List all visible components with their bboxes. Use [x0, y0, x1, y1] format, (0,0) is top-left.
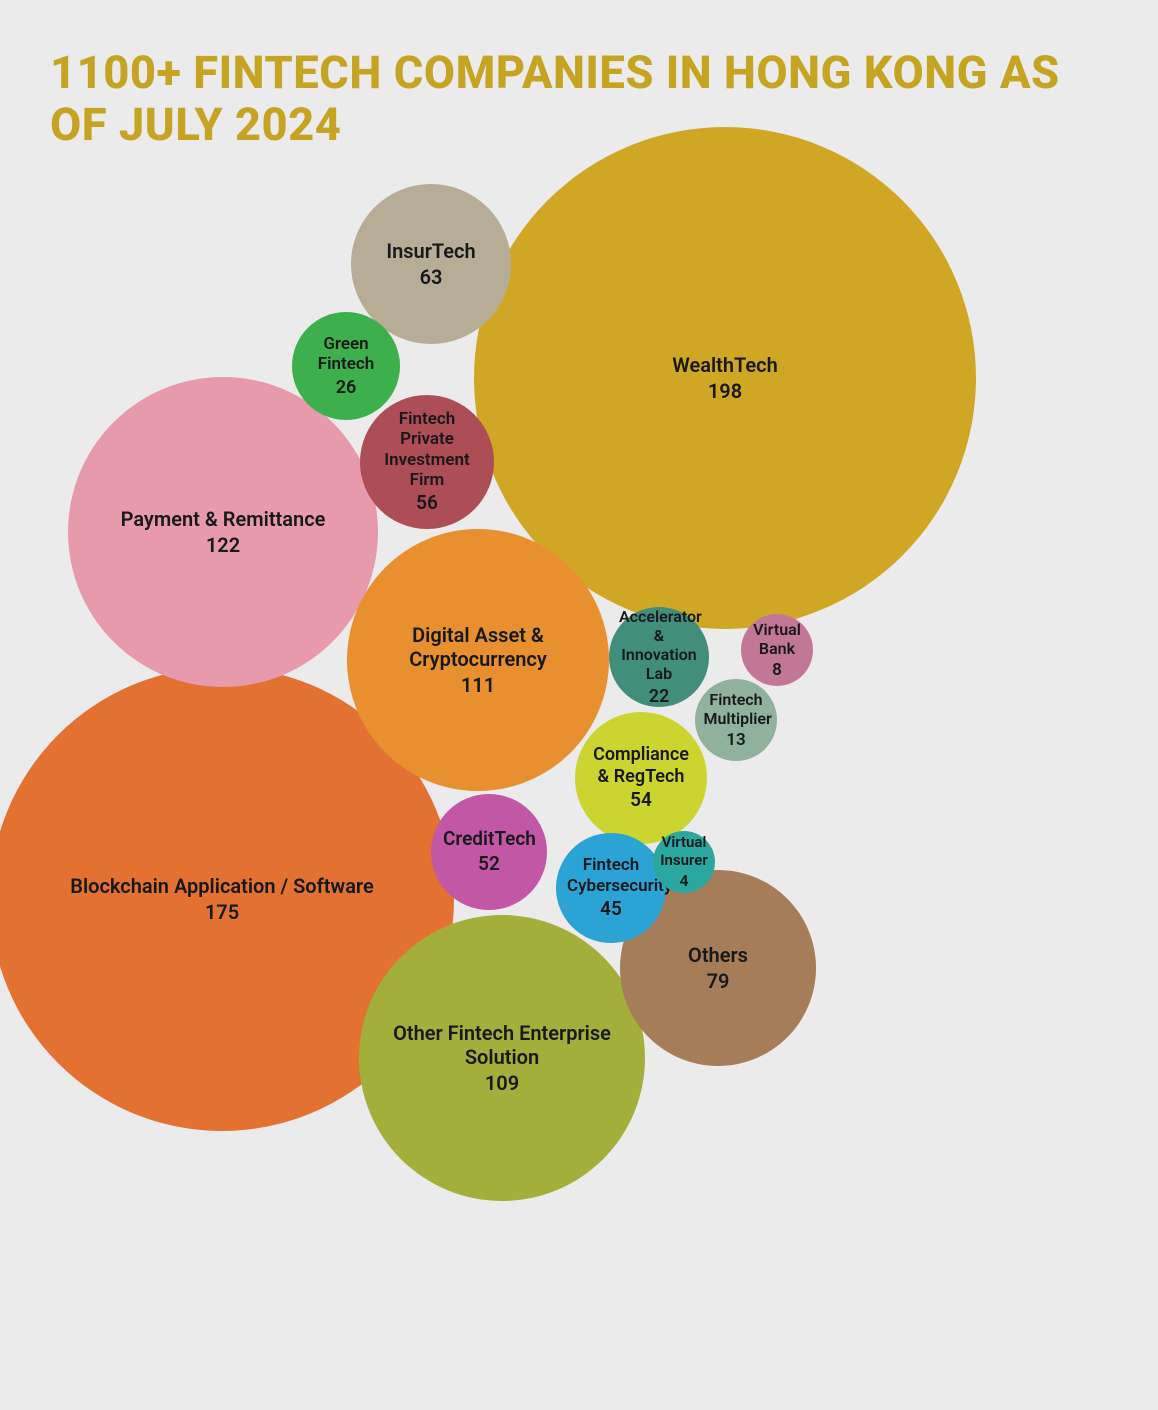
- bubble-label: Green Fintech: [297, 334, 395, 375]
- bubble-label: CreditTech: [437, 828, 541, 851]
- bubble-value: 109: [485, 1071, 519, 1095]
- bubble-label: Fintech Multiplier: [698, 690, 775, 728]
- bubble-label: Virtual Bank: [743, 620, 812, 658]
- bubble-value: 175: [205, 900, 239, 924]
- bubble-compliance: Compliance & RegTech54: [575, 712, 707, 844]
- bubble-value: 79: [707, 969, 730, 993]
- bubble-value: 26: [336, 377, 357, 399]
- bubble-label: Other Fintech Enterprise Solution: [382, 1021, 622, 1069]
- bubble-label: Others: [682, 943, 754, 967]
- bubble-value: 111: [461, 673, 495, 697]
- bubble-cybersecurity: Fintech Cybersecurity45: [556, 833, 666, 943]
- bubble-payment: Payment & Remittance122: [68, 377, 378, 687]
- bubble-green-fintech: Green Fintech26: [292, 312, 400, 420]
- bubble-value: 52: [478, 853, 500, 876]
- bubble-value: 8: [772, 660, 782, 680]
- bubble-label: Accelerator & Innovation Lab: [613, 607, 705, 684]
- bubble-credittech: CreditTech52: [431, 794, 547, 910]
- bubble-label: WealthTech: [666, 353, 784, 377]
- bubble-chart: WealthTech198 Blockchain Application / So…: [0, 0, 1158, 1410]
- bubble-value: 4: [679, 871, 688, 890]
- bubble-label: InsurTech: [380, 239, 481, 263]
- bubble-virtual-bank: Virtual Bank8: [741, 614, 813, 686]
- bubble-label: Digital Asset & Cryptocurrency: [368, 623, 589, 671]
- bubble-value: 54: [630, 789, 652, 812]
- bubble-value: 63: [420, 265, 443, 289]
- bubble-label: Payment & Remittance: [115, 507, 332, 531]
- bubble-virtual-insurer: Virtual Insurer 4: [653, 831, 715, 893]
- bubble-label: Compliance & RegTech: [583, 744, 700, 787]
- bubble-accelerator: Accelerator & Innovation Lab22: [609, 607, 709, 707]
- bubble-label: Virtual Insurer: [654, 833, 715, 869]
- page-root: 1100+ FINTECH COMPANIES IN HONG KONG AS …: [0, 0, 1158, 1410]
- bubble-value: 122: [206, 533, 240, 557]
- bubble-value: 22: [649, 686, 670, 708]
- bubble-other-enterprise: Other Fintech Enterprise Solution109: [359, 915, 645, 1201]
- bubble-multiplier: Fintech Multiplier13: [695, 679, 777, 761]
- bubble-label: Blockchain Application / Software: [64, 874, 379, 898]
- bubble-value: 56: [416, 492, 438, 515]
- bubble-label: Fintech Cybersecurity: [561, 855, 661, 896]
- bubble-value: 198: [708, 379, 742, 403]
- bubble-digital-asset: Digital Asset & Cryptocurrency111: [347, 529, 609, 791]
- bubble-label: Fintech Private Investment Firm: [368, 409, 487, 491]
- bubble-value: 13: [726, 730, 745, 750]
- bubble-fintech-pif: Fintech Private Investment Firm56: [360, 395, 494, 529]
- bubble-value: 45: [600, 898, 622, 921]
